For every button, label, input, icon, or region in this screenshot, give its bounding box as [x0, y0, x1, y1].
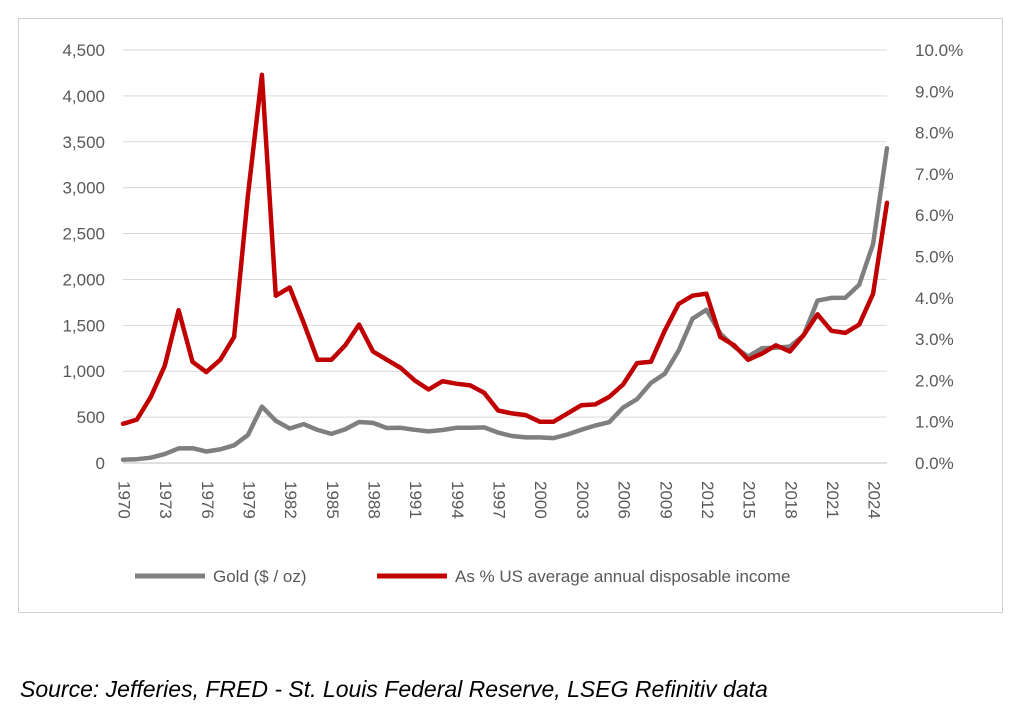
- legend-label: Gold ($ / oz): [213, 567, 307, 586]
- x-tick-label: 1973: [156, 481, 175, 519]
- y-right-tick-label: 7.0%: [915, 165, 954, 184]
- source-note: Source: Jefferies, FRED - St. Louis Fede…: [20, 676, 768, 702]
- gold-price-line: [120, 145, 890, 462]
- y-left-tick-label: 3,000: [62, 179, 105, 198]
- y-right-tick-label: 8.0%: [915, 124, 954, 143]
- x-tick-label: 1991: [406, 481, 425, 519]
- y-right-tick-label: 6.0%: [915, 206, 954, 225]
- x-tick-label: 1985: [323, 481, 342, 519]
- x-tick-label: 2009: [656, 481, 675, 519]
- y-right-tick-label: 3.0%: [915, 330, 954, 349]
- x-tick-label: 2024: [865, 481, 884, 519]
- gold-price-chart: 0 500 1,000 1,500 2,000 2,500 3,000 3,500 4,000 4…: [62, 41, 963, 586]
- y-left-tick-label: 500: [77, 408, 105, 427]
- y-right-tick-label: 1.0%: [915, 413, 954, 432]
- x-tick-label: 2000: [531, 481, 550, 519]
- x-tick-label: 1979: [240, 481, 259, 519]
- y-left-tick-label: 2,000: [62, 270, 105, 289]
- x-tick-label: 2015: [740, 481, 759, 519]
- y-right-tick-label: 0.0%: [915, 454, 954, 473]
- x-tick-label: 1988: [365, 481, 384, 519]
- legend-label: As % US average annual disposable income: [455, 567, 790, 586]
- y-left-tick-label: 1,000: [62, 362, 105, 381]
- y-left-tick-label: 2,500: [62, 225, 105, 244]
- y-left-tick-label: 0: [96, 454, 105, 473]
- y-left-tick-label: 4,500: [62, 41, 105, 60]
- x-tick-label: 2003: [573, 481, 592, 519]
- y-right-tick-label: 10.0%: [915, 41, 963, 60]
- x-tick-label: 1982: [281, 481, 300, 519]
- x-tick-label: 1994: [448, 481, 467, 519]
- income-share-line: [120, 72, 890, 427]
- y-right-tick-label: 9.0%: [915, 82, 954, 101]
- x-tick-label: 1976: [198, 481, 217, 519]
- x-tick-label: 2006: [615, 481, 634, 519]
- x-tick-label: 2012: [698, 481, 717, 519]
- x-tick-label: 1997: [490, 481, 509, 519]
- x-tick-label: 2018: [781, 481, 800, 519]
- y-left-tick-label: 4,000: [62, 87, 105, 106]
- y-right-tick-label: 4.0%: [915, 289, 954, 308]
- y-left-tick-label: 1,500: [62, 316, 105, 335]
- chart-frame: 0 500 1,000 1,500 2,000 2,500 3,000 3,500 4,000 4…: [18, 18, 1003, 613]
- x-tick-label: 1970: [115, 481, 134, 519]
- y-right-tick-label: 5.0%: [915, 248, 954, 267]
- x-tick-label: 2021: [823, 481, 842, 519]
- y-right-tick-label: 2.0%: [915, 371, 954, 390]
- y-left-tick-label: 3,500: [62, 133, 105, 152]
